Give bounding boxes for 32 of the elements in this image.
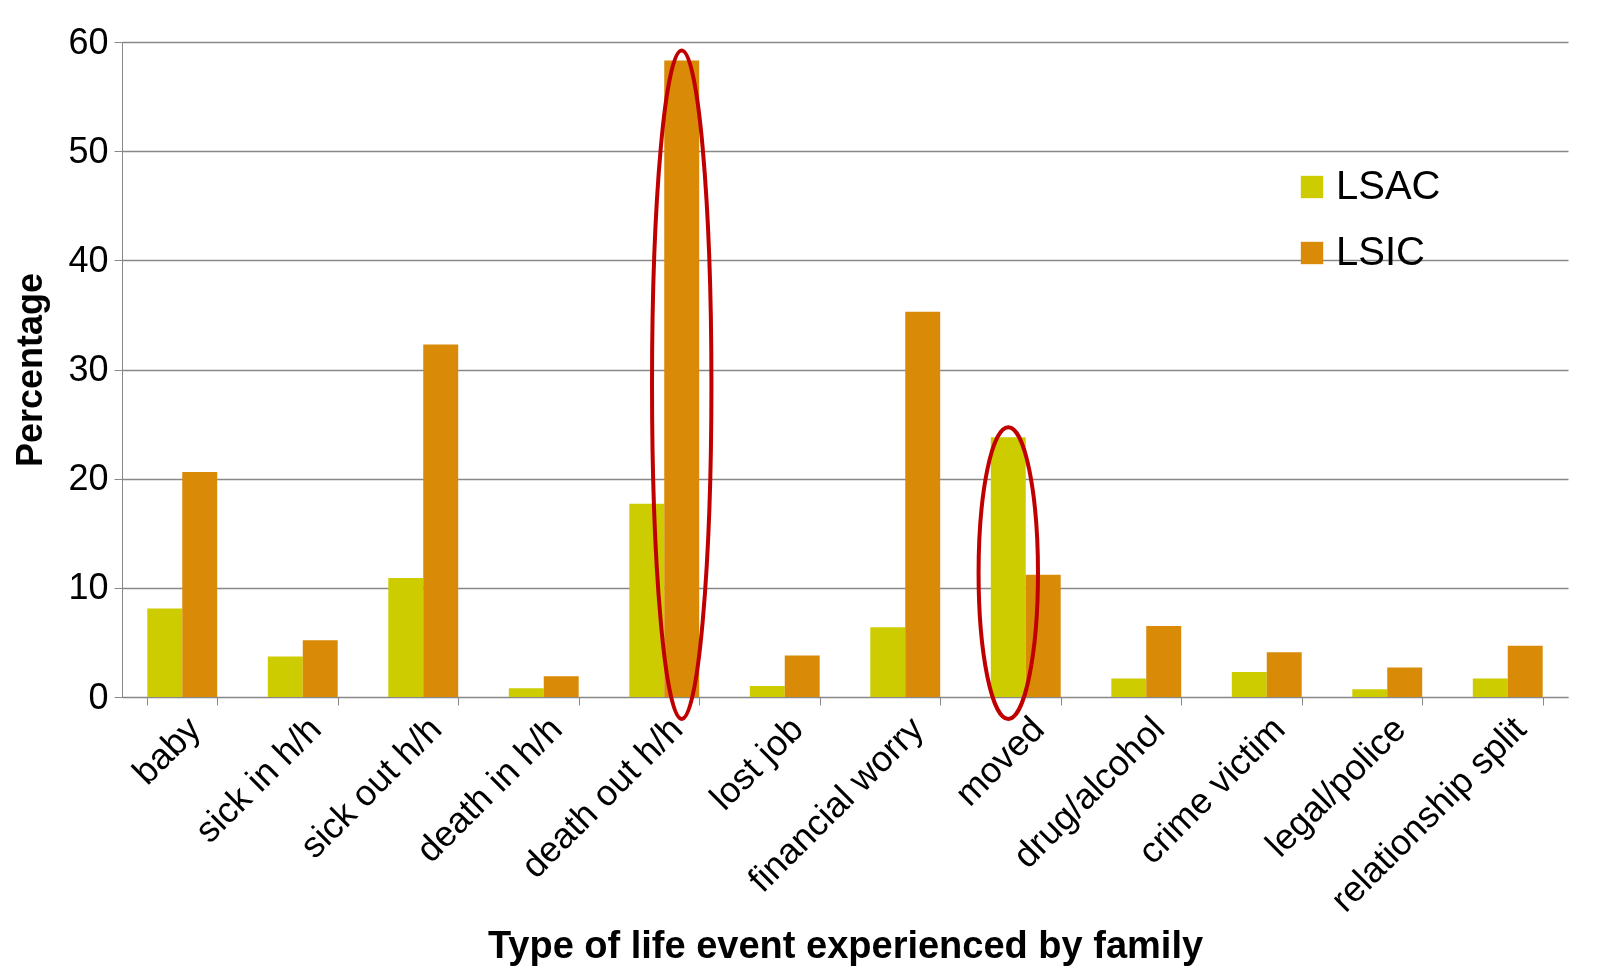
y-tick-label: 0: [88, 675, 109, 717]
bar: [629, 503, 665, 697]
bar: [267, 656, 303, 697]
legend-label: LSIC: [1336, 229, 1425, 273]
x-axis-title: Type of life event experienced by family: [487, 923, 1204, 966]
bar: [388, 578, 424, 697]
y-tick-label: 60: [68, 20, 109, 62]
y-tick-label: 10: [68, 566, 109, 608]
bar: [1387, 667, 1423, 697]
bar: [1266, 652, 1302, 697]
bar: [1352, 689, 1388, 697]
bar: [784, 655, 820, 697]
bar: [423, 344, 459, 697]
bar: [182, 472, 218, 697]
bar: [1231, 671, 1267, 697]
bar: [1146, 626, 1182, 697]
bar: [1111, 678, 1147, 697]
y-tick-label: 40: [68, 238, 109, 280]
bar: [508, 688, 544, 697]
y-tick-label: 20: [68, 457, 109, 499]
bar: [543, 676, 579, 697]
bar: [1507, 645, 1543, 697]
bar: [147, 608, 183, 697]
y-axis-title: Percentage: [9, 272, 51, 468]
legend-label: LSAC: [1336, 163, 1441, 207]
bar: [749, 686, 785, 697]
bar: [870, 627, 906, 697]
y-tick-label: 30: [68, 348, 109, 389]
bar: [1472, 678, 1508, 697]
bar: [905, 311, 941, 697]
bar: [302, 640, 338, 697]
y-tick-label: 50: [68, 129, 109, 171]
